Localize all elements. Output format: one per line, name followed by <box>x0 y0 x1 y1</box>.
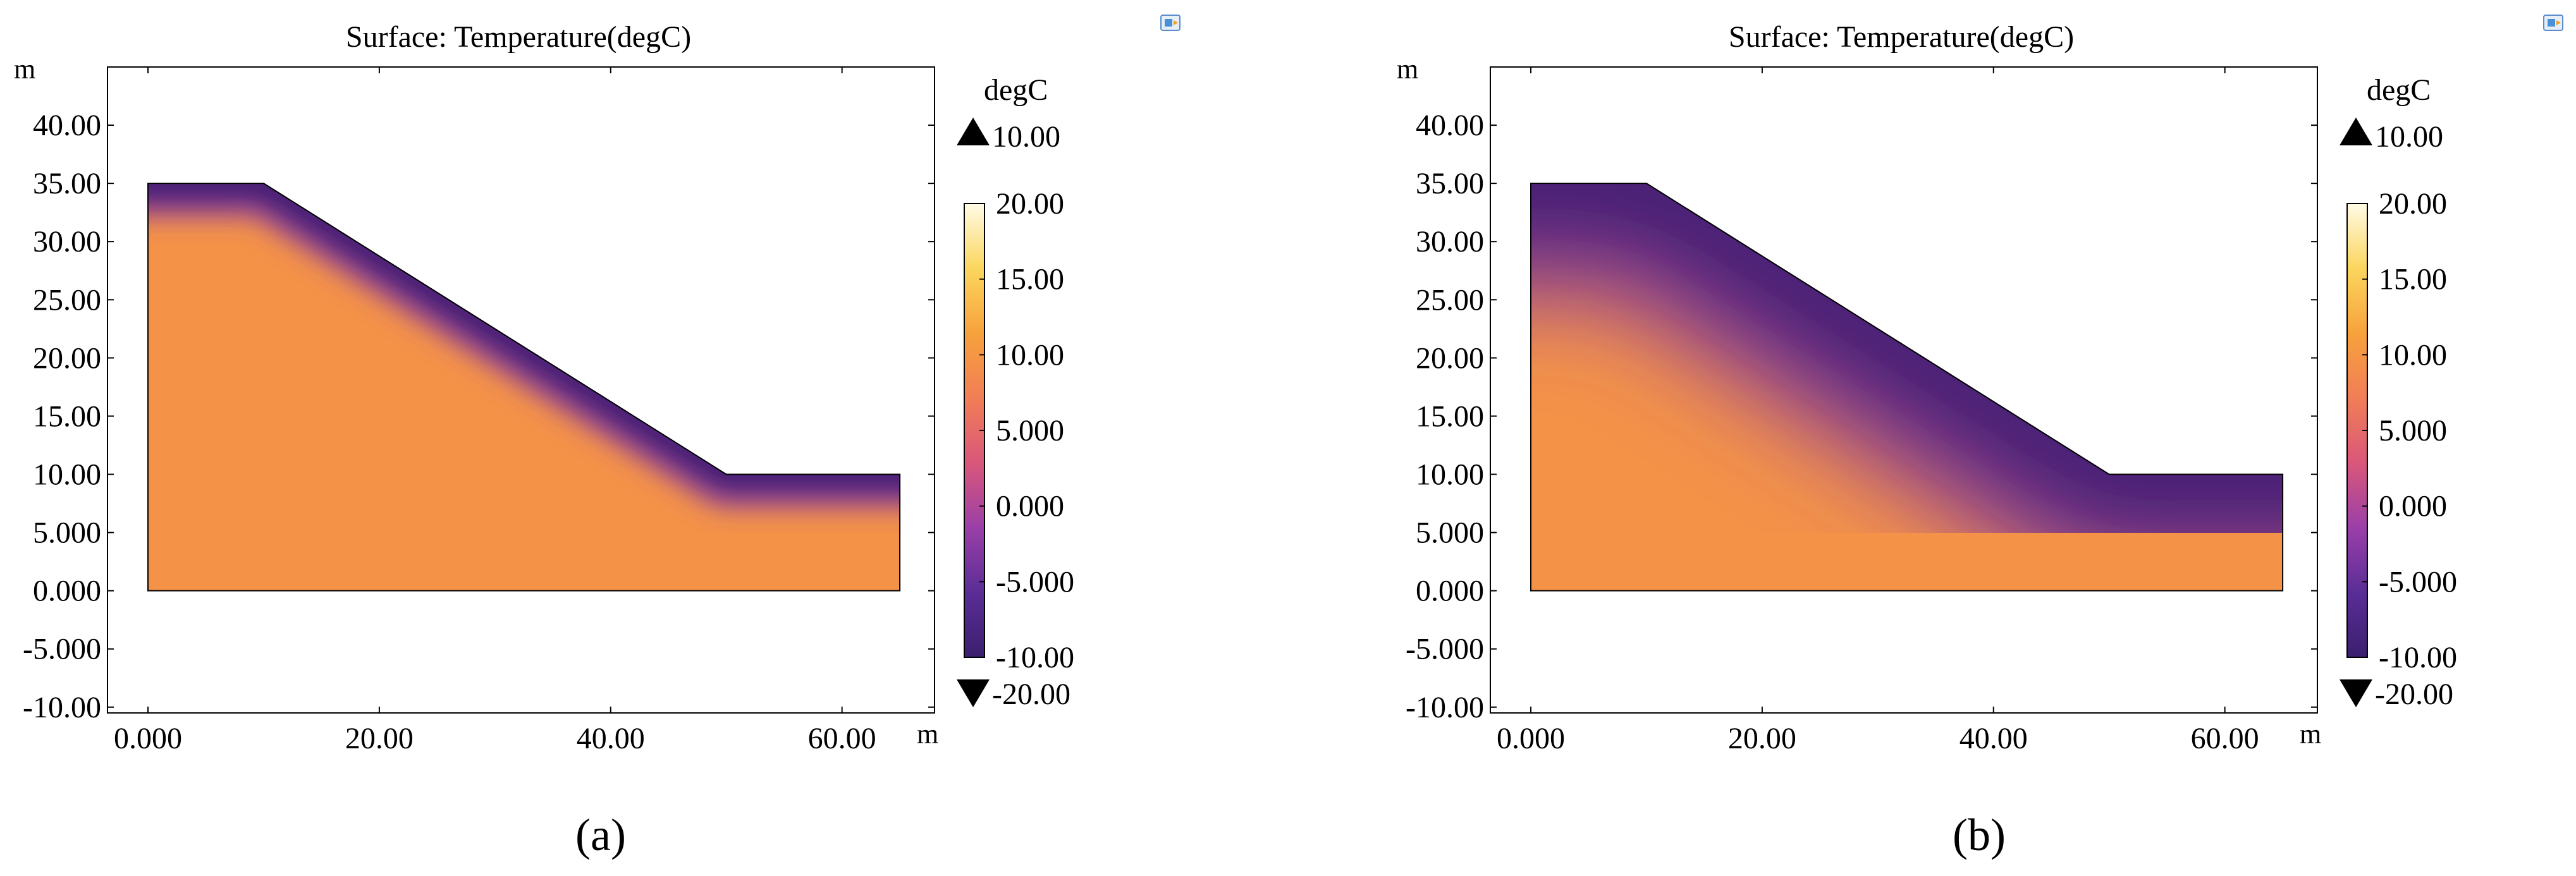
y-tick-label: -10.00 <box>1406 691 1484 724</box>
colorbar-tick-label: 10.00 <box>996 338 1064 372</box>
y-tick-label: 25.00 <box>1416 283 1484 317</box>
y-tick-label: 0.000 <box>1416 575 1484 608</box>
y-axis-unit: m <box>1397 54 1418 85</box>
chart-title: Surface: Temperature(degC) <box>1729 20 2074 54</box>
panel-caption: (a) <box>575 810 626 860</box>
y-tick-label: 30.00 <box>33 225 101 259</box>
y-tick-label: 25.00 <box>33 283 101 317</box>
min-marker-label: -20.00 <box>992 678 1070 711</box>
y-tick-label: 10.00 <box>1416 458 1484 492</box>
min-marker-label: -20.00 <box>2375 678 2453 711</box>
x-tick-label: 40.00 <box>1960 722 2028 755</box>
y-tick-label: 35.00 <box>33 167 101 200</box>
interior-fill <box>148 183 900 591</box>
chart-title: Surface: Temperature(degC) <box>346 20 691 54</box>
plot-area: 40.00 35.00 30.00 25.00 20.00 15.00 10.00 5.000… <box>23 67 935 755</box>
colorbar-tick-label: 15.00 <box>996 263 1064 296</box>
colorbar-unit: degC <box>2367 73 2431 107</box>
x-axis-unit: m <box>917 719 938 750</box>
y-tick-label: 5.000 <box>33 516 101 550</box>
x-tick-label: 20.00 <box>345 722 414 755</box>
colorbar-tick-label: -10.00 <box>996 641 1074 674</box>
panel-caption: (b) <box>1953 810 2006 860</box>
colorbar-unit: degC <box>984 73 1048 107</box>
x-tick-label: 0.000 <box>1497 722 1565 755</box>
y-tick-label: 30.00 <box>1416 225 1484 259</box>
y-tick-label: -5.000 <box>1406 633 1484 666</box>
colorbar-tick-label: 0.000 <box>2379 490 2447 523</box>
plot-area: 40.00 35.00 30.00 25.00 20.00 15.00 10.00 5.000… <box>1406 67 2317 755</box>
y-tick-label: 0.000 <box>33 575 101 608</box>
domain-outline <box>147 183 901 592</box>
min-marker-triangle <box>957 679 990 707</box>
x-tick-label: 60.00 <box>2191 722 2259 755</box>
y-tick-label: 20.00 <box>33 341 101 375</box>
temperature-field <box>1531 183 2283 591</box>
y-tick-label: 15.00 <box>33 399 101 433</box>
colorbar-tick-label: -10.00 <box>2379 641 2457 674</box>
colorbar: 20.00 15.00 10.00 5.000 0.000 -5.000 -10.00 10.… <box>2340 118 2457 711</box>
max-marker-label: 10.00 <box>992 120 1060 154</box>
colorbar: 20.00 15.00 10.00 5.000 0.000 -5.000 -10.00 10.… <box>957 118 1074 711</box>
y-tick-label: 35.00 <box>1416 167 1484 200</box>
max-marker-label: 10.00 <box>2375 120 2443 154</box>
x-tick-label: 40.00 <box>577 722 645 755</box>
colorbar-tick-label: 10.00 <box>2379 338 2447 372</box>
y-tick-label: 40.00 <box>33 109 101 142</box>
temperature-field <box>148 183 900 591</box>
y-tick-label: -5.000 <box>23 633 101 666</box>
colorbar-tick-label: 20.00 <box>2379 187 2447 221</box>
export-icon[interactable] <box>1160 15 1181 31</box>
y-tick-label: 40.00 <box>1416 109 1484 142</box>
axes-frame <box>107 66 935 714</box>
axes-frame <box>1490 66 2318 714</box>
colorbar-tick-label: 15.00 <box>2379 263 2447 296</box>
y-tick-label: 10.00 <box>33 458 101 492</box>
colorbar-tick-label: -5.000 <box>2379 565 2457 599</box>
colorbar-tick-label: 5.000 <box>996 414 1064 447</box>
max-marker-triangle <box>2340 118 2372 145</box>
colorbar-tick-label: -5.000 <box>996 565 1074 599</box>
min-marker-triangle <box>2340 679 2372 707</box>
y-tick-label: 20.00 <box>1416 341 1484 375</box>
y-tick-label: -10.00 <box>23 691 101 724</box>
x-tick-label: 0.000 <box>114 722 182 755</box>
panel-a: Surface: Temperature(degC) 40.00 35.00 30.… <box>14 15 1181 860</box>
colorbar-tick-label: 20.00 <box>996 187 1064 221</box>
domain-outline <box>1530 183 2284 592</box>
colorbar-tick-label: 5.000 <box>2379 414 2447 447</box>
x-tick-label: 60.00 <box>808 722 876 755</box>
x-axis-unit: m <box>2300 719 2321 750</box>
panel-b: Surface: Temperature(degC) 40.00 35.00 30.… <box>1397 15 2563 860</box>
x-tick-label: 20.00 <box>1728 722 1796 755</box>
colorbar-tick-label: 0.000 <box>996 490 1064 523</box>
y-axis-unit: m <box>14 54 35 85</box>
max-marker-triangle <box>957 118 990 145</box>
export-icon[interactable] <box>2543 15 2563 31</box>
y-tick-label: 15.00 <box>1416 399 1484 433</box>
y-tick-label: 5.000 <box>1416 516 1484 550</box>
